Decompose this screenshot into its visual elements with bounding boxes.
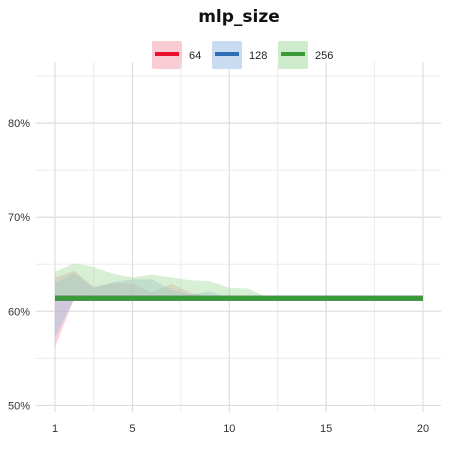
y-tick-label: 60% [8,306,30,318]
y-tick-label: 70% [8,212,30,224]
x-tick-label: 15 [320,423,332,435]
chart-title: mlp_size [198,7,280,27]
y-axis: 50% 60% 70% 80% [8,118,30,412]
x-tick-label: 5 [129,423,135,435]
band-128 [55,272,423,338]
legend-item-64: 64 [152,41,201,69]
x-tick-label: 20 [417,423,429,435]
grid [36,62,441,412]
legend-item-128: 128 [212,41,267,69]
confidence-bands [55,263,423,348]
band-256 [55,263,423,299]
legend-label: 64 [189,50,201,62]
y-tick-label: 50% [8,400,30,412]
legend: 64 128 256 [152,41,333,69]
legend-item-256: 256 [278,41,333,69]
legend-label: 128 [249,50,267,62]
x-tick-label: 10 [223,423,235,435]
legend-label: 256 [315,50,333,62]
x-tick-label: 1 [52,423,58,435]
y-tick-label: 80% [8,118,30,130]
x-axis: 1 5 10 15 20 [52,423,429,435]
